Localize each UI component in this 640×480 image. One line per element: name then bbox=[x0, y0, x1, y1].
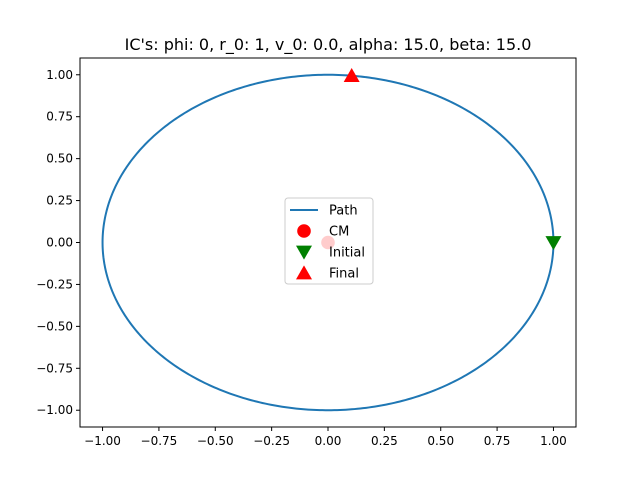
y-tick-label: −0.25 bbox=[36, 277, 73, 291]
legend-swatch bbox=[297, 224, 311, 238]
x-tick-label: 0.00 bbox=[315, 434, 342, 448]
legend-box bbox=[284, 197, 374, 285]
x-tick-label: −0.50 bbox=[197, 434, 234, 448]
legend-swatch bbox=[296, 245, 312, 260]
legend-swatch bbox=[296, 265, 312, 280]
y-tick-label: 0.50 bbox=[46, 152, 73, 166]
y-tick-label: −0.75 bbox=[36, 361, 73, 375]
y-tick-label: 1.00 bbox=[46, 68, 73, 82]
legend-item-cm: CM bbox=[297, 224, 349, 240]
y-tick-label: 0.00 bbox=[46, 236, 73, 250]
y-tick-label: −0.50 bbox=[36, 319, 73, 333]
x-tick-label: −1.00 bbox=[84, 434, 121, 448]
series-path-line bbox=[101, 73, 555, 412]
x-tick-label: −0.25 bbox=[253, 434, 290, 448]
marker-final-shape bbox=[343, 68, 360, 83]
legend-label: Path bbox=[329, 204, 358, 219]
legend-label: Initial bbox=[329, 246, 365, 261]
legend: Path CM Initial Final bbox=[284, 197, 374, 285]
marker-final bbox=[343, 68, 360, 83]
x-tick-label: 1.00 bbox=[540, 434, 567, 448]
x-tick-label: 0.25 bbox=[371, 434, 398, 448]
axes: −1.00 −0.75 −0.50 −0.25 0.00 0.25 0.50 0.75 1.00… bbox=[36, 57, 577, 448]
legend-item-path: Path bbox=[290, 204, 358, 219]
legend-label: CM bbox=[329, 225, 349, 240]
x-tick-label: 0.75 bbox=[484, 434, 511, 448]
y-tick-label: −1.00 bbox=[36, 403, 73, 417]
chart-title: IC's: phi: 0, r_0: 1, v_0: 0.0, alpha: 1… bbox=[125, 35, 532, 55]
legend-item-final: Final bbox=[296, 265, 359, 282]
legend-label: Final bbox=[329, 267, 359, 282]
y-tick-label: 0.25 bbox=[46, 194, 73, 208]
x-tick-label: 0.50 bbox=[427, 434, 454, 448]
x-tick-label: −0.75 bbox=[141, 434, 178, 448]
marker-initial bbox=[545, 236, 562, 251]
marker-initial-shape bbox=[545, 236, 562, 251]
legend-item-initial: Initial bbox=[296, 246, 365, 261]
y-tick-label: 0.75 bbox=[46, 110, 73, 124]
